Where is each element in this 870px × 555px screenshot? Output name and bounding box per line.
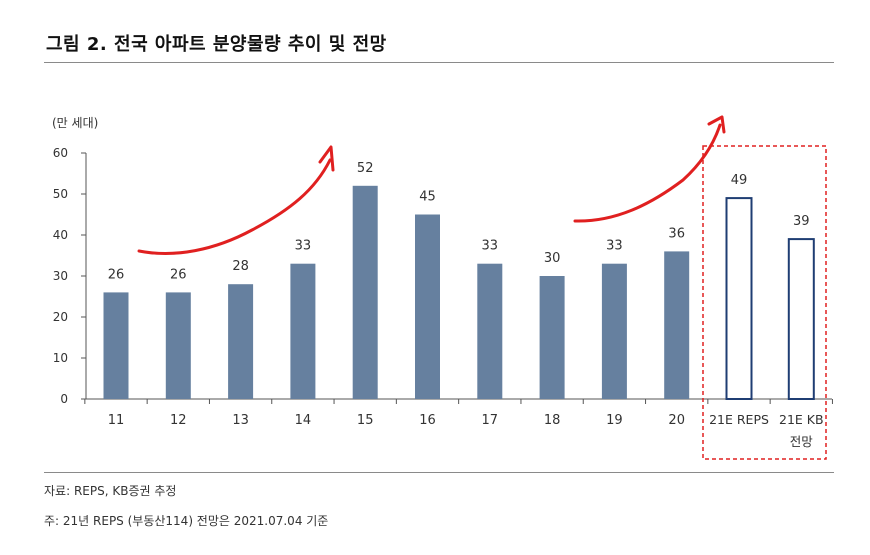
y-tick-label: 30 <box>53 269 68 283</box>
y-axis: 0 10 20 30 40 50 60 <box>53 146 87 406</box>
y-tick-label: 10 <box>53 351 68 365</box>
x-tick-label: 21E REPS <box>709 412 769 427</box>
x-tick-label: 13 <box>232 413 249 428</box>
x-tick-label: 17 <box>482 413 499 428</box>
bar <box>664 251 690 399</box>
bar <box>787 238 815 400</box>
chart-title: 그림 2. 전국 아파트 분양물량 추이 및 전망 <box>46 34 387 55</box>
bar-value-label: 33 <box>606 239 623 254</box>
bar-value-label: 39 <box>793 214 810 229</box>
source-note: 자료: REPS, KB증권 추정 <box>44 484 177 498</box>
forecast-highlight-box <box>702 145 827 460</box>
x-tick-label: 14 <box>295 413 312 428</box>
y-tick-label: 20 <box>53 310 68 324</box>
title-divider <box>44 62 834 63</box>
y-tick-label: 0 <box>60 392 68 406</box>
y-tick-label: 40 <box>53 228 68 242</box>
bar-value-label: 36 <box>668 226 685 241</box>
trend-arrow-1 <box>137 158 332 255</box>
bar <box>539 276 565 399</box>
y-tick-label: 50 <box>53 187 68 201</box>
trend-arrow-1-head <box>318 145 335 172</box>
trend-arrow-2 <box>573 123 722 223</box>
x-tick-label: 11 <box>108 413 125 428</box>
x-tick-label: 12 <box>170 413 187 428</box>
bar <box>415 214 440 399</box>
x-tick-label: 20 <box>668 413 685 428</box>
bar <box>228 284 254 399</box>
bar-value-label: 28 <box>232 259 249 274</box>
bar-value-label: 33 <box>295 239 312 254</box>
bar-value-label: 52 <box>357 161 374 176</box>
data-labels: 26 26 28 33 52 45 33 30 33 36 49 39 <box>108 161 810 283</box>
x-tick-label: 16 <box>419 413 436 428</box>
x-tick-label: 19 <box>606 413 623 428</box>
y-unit-label: (만 세대) <box>52 116 98 130</box>
x-tick-label: 18 <box>544 413 561 428</box>
y-tick-label: 60 <box>53 146 68 160</box>
footnote: 주: 21년 REPS (부동산114) 전망은 2021.07.04 기준 <box>44 514 329 528</box>
bar <box>103 292 129 399</box>
x-axis: 11 12 13 14 15 16 17 18 19 20 21E REPS 21E KB 전망 <box>84 398 833 449</box>
x-tick-label: 21E KB 전망 <box>779 412 824 449</box>
trend-arrow-2-head <box>707 115 726 134</box>
bar <box>290 263 316 399</box>
bar <box>165 292 191 399</box>
bar <box>601 263 627 399</box>
footer-divider <box>44 472 834 473</box>
bar <box>725 197 753 400</box>
x-tick-label: 15 <box>357 413 374 428</box>
bar-value-label: 49 <box>731 173 748 188</box>
bar-chart: (만 세대) 0 10 20 30 40 50 60 11 12 13 14 15 16 17 18 19 2… <box>52 115 833 460</box>
bar <box>352 185 378 399</box>
bar-value-label: 30 <box>544 251 561 266</box>
bar-value-label: 45 <box>419 190 436 205</box>
bar-value-label: 26 <box>108 267 125 282</box>
bar-value-label: 33 <box>482 239 499 254</box>
bars <box>103 185 815 400</box>
bar <box>477 263 503 399</box>
bar-value-label: 26 <box>170 267 187 282</box>
